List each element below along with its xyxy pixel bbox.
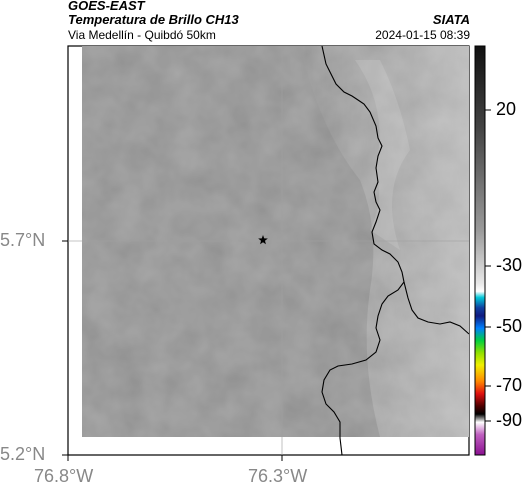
datetime-label: 2024-01-15 08:39 [375,28,470,42]
satellite-title: GOES-EAST [68,0,145,13]
colorbar-tick-20: 20 [496,99,517,119]
lon-label-76-8: 76.8°W [34,466,94,486]
colorbar-tick-minus50: -50 [496,316,523,336]
product-title: Temperatura de Brillo CH13 [68,12,239,27]
colorbar-tick-minus90: -90 [496,410,523,430]
source-label: SIATA [432,12,470,27]
lon-label-76-3: 76.3°W [248,466,308,486]
colorbar-tick-minus30: -30 [496,255,523,275]
colorbar-tick-minus70: -70 [496,375,523,395]
department-border [321,45,405,456]
department-border-east [403,281,470,335]
brightness-temperature-field [82,46,469,437]
lat-label-5-7: 5.7°N [0,230,46,250]
lat-label-5-2: 5.2°N [0,444,46,464]
colorbar [474,45,486,456]
route-subtitle: Via Medellín - Quibdó 50km [68,28,216,42]
star-icon [258,235,268,245]
